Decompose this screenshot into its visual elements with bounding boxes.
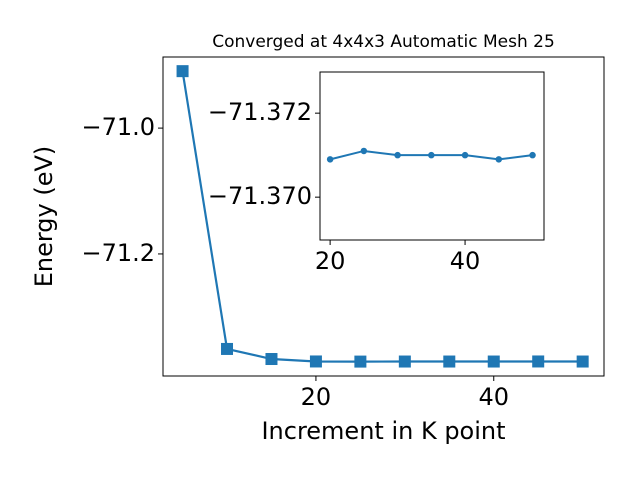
marker bbox=[360, 147, 368, 155]
x-tick-label: 20 bbox=[301, 383, 332, 411]
marker bbox=[265, 353, 278, 366]
marker bbox=[532, 355, 545, 368]
y-tick-label: −71.0 bbox=[81, 113, 155, 141]
marker bbox=[428, 151, 435, 159]
chart-title: Converged at 4x4x3 Automatic Mesh 25 bbox=[212, 32, 555, 52]
x-axis-label: Increment in K point bbox=[261, 417, 505, 445]
marker bbox=[495, 156, 503, 163]
marker bbox=[354, 355, 367, 368]
y-tick-label: −71.2 bbox=[81, 239, 155, 267]
marker bbox=[529, 151, 536, 159]
marker bbox=[487, 355, 500, 368]
y-axis-label: Energy (eV) bbox=[30, 146, 58, 288]
axes-frame bbox=[319, 71, 545, 241]
marker bbox=[394, 151, 401, 159]
marker bbox=[176, 65, 189, 78]
marker bbox=[309, 355, 322, 368]
marker bbox=[398, 355, 411, 368]
x-tick-label: 20 bbox=[315, 247, 346, 275]
x-tick-label: 40 bbox=[478, 383, 509, 411]
marker bbox=[461, 151, 469, 159]
marker bbox=[443, 355, 456, 368]
axes-frame bbox=[162, 56, 605, 377]
marker bbox=[576, 355, 589, 368]
x-tick-label: 40 bbox=[450, 247, 481, 275]
y-tick-label: −71.372 bbox=[208, 98, 312, 126]
y-tick-label: −71.370 bbox=[208, 182, 312, 210]
marker bbox=[221, 342, 234, 355]
marker bbox=[326, 156, 334, 163]
series-line bbox=[181, 70, 583, 363]
